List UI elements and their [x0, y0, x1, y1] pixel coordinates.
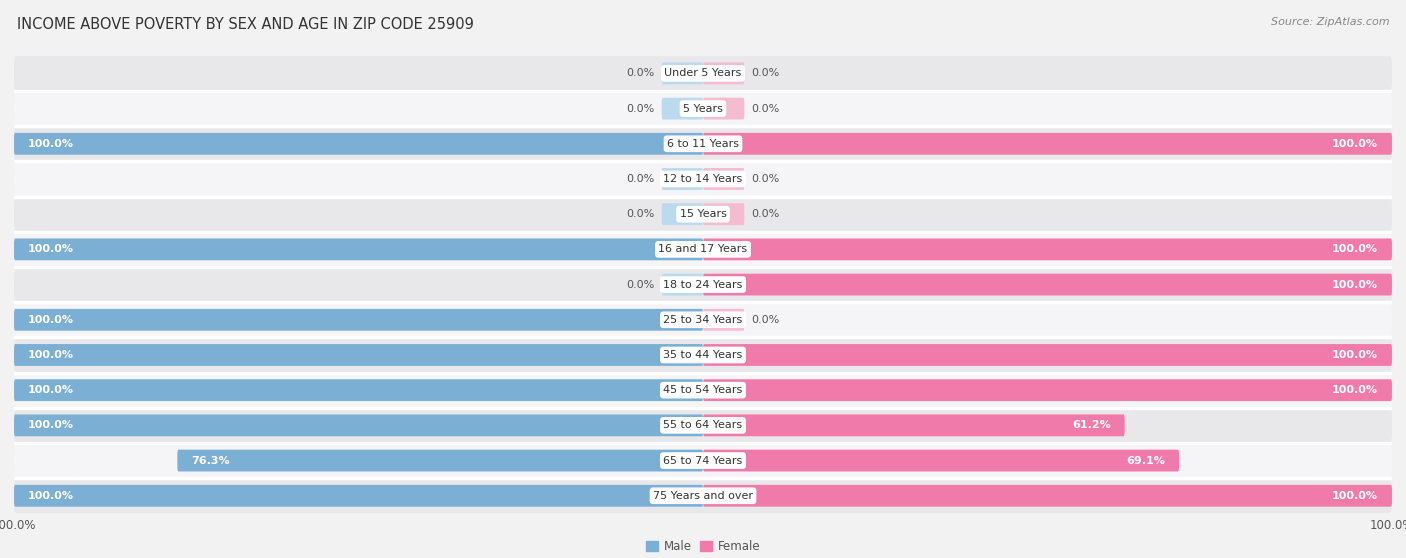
Text: 100.0%: 100.0%	[1331, 385, 1378, 395]
Text: 100.0%: 100.0%	[1331, 244, 1378, 254]
Text: 100.0%: 100.0%	[28, 139, 75, 149]
FancyBboxPatch shape	[662, 203, 703, 225]
FancyBboxPatch shape	[14, 373, 1392, 407]
Text: 6 to 11 Years: 6 to 11 Years	[666, 139, 740, 149]
Text: 0.0%: 0.0%	[751, 315, 779, 325]
Text: 100.0%: 100.0%	[1331, 139, 1378, 149]
FancyBboxPatch shape	[662, 168, 703, 190]
Text: 100.0%: 100.0%	[1331, 350, 1378, 360]
Text: 100.0%: 100.0%	[28, 350, 75, 360]
Text: Under 5 Years: Under 5 Years	[665, 69, 741, 78]
Text: 100.0%: 100.0%	[28, 385, 75, 395]
FancyBboxPatch shape	[14, 408, 1392, 442]
Text: 100.0%: 100.0%	[28, 491, 75, 501]
Text: 65 to 74 Years: 65 to 74 Years	[664, 455, 742, 465]
FancyBboxPatch shape	[703, 273, 1392, 296]
Text: 16 and 17 Years: 16 and 17 Years	[658, 244, 748, 254]
FancyBboxPatch shape	[14, 56, 1392, 90]
FancyBboxPatch shape	[14, 127, 1392, 161]
Text: 12 to 14 Years: 12 to 14 Years	[664, 174, 742, 184]
FancyBboxPatch shape	[14, 379, 703, 401]
Text: 0.0%: 0.0%	[751, 209, 779, 219]
FancyBboxPatch shape	[703, 415, 1125, 436]
FancyBboxPatch shape	[14, 197, 1392, 232]
Text: 75 Years and over: 75 Years and over	[652, 491, 754, 501]
FancyBboxPatch shape	[14, 133, 703, 155]
FancyBboxPatch shape	[177, 450, 703, 472]
Text: 0.0%: 0.0%	[627, 280, 655, 290]
Text: 55 to 64 Years: 55 to 64 Years	[664, 420, 742, 430]
Text: 0.0%: 0.0%	[751, 104, 779, 114]
Text: 100.0%: 100.0%	[28, 420, 75, 430]
Text: 0.0%: 0.0%	[627, 209, 655, 219]
FancyBboxPatch shape	[703, 238, 1392, 260]
Text: 100.0%: 100.0%	[1331, 280, 1378, 290]
Text: 0.0%: 0.0%	[751, 174, 779, 184]
FancyBboxPatch shape	[703, 379, 1392, 401]
Text: 100.0%: 100.0%	[28, 244, 75, 254]
FancyBboxPatch shape	[14, 267, 1392, 302]
Text: 0.0%: 0.0%	[627, 174, 655, 184]
Text: 100.0%: 100.0%	[1331, 491, 1378, 501]
Text: 25 to 34 Years: 25 to 34 Years	[664, 315, 742, 325]
Text: 0.0%: 0.0%	[627, 69, 655, 78]
FancyBboxPatch shape	[703, 344, 1392, 366]
FancyBboxPatch shape	[703, 450, 1180, 472]
FancyBboxPatch shape	[14, 309, 703, 331]
FancyBboxPatch shape	[662, 62, 703, 84]
Legend: Male, Female: Male, Female	[641, 535, 765, 558]
Text: 5 Years: 5 Years	[683, 104, 723, 114]
FancyBboxPatch shape	[703, 485, 1392, 507]
FancyBboxPatch shape	[14, 479, 1392, 513]
FancyBboxPatch shape	[14, 344, 703, 366]
Text: Source: ZipAtlas.com: Source: ZipAtlas.com	[1271, 17, 1389, 27]
FancyBboxPatch shape	[14, 443, 1392, 478]
FancyBboxPatch shape	[14, 302, 1392, 337]
FancyBboxPatch shape	[14, 485, 703, 507]
FancyBboxPatch shape	[703, 309, 744, 331]
FancyBboxPatch shape	[14, 92, 1392, 126]
Text: 61.2%: 61.2%	[1073, 420, 1111, 430]
FancyBboxPatch shape	[703, 62, 744, 84]
FancyBboxPatch shape	[14, 415, 703, 436]
FancyBboxPatch shape	[703, 133, 1392, 155]
FancyBboxPatch shape	[703, 203, 744, 225]
Text: 18 to 24 Years: 18 to 24 Years	[664, 280, 742, 290]
FancyBboxPatch shape	[14, 162, 1392, 196]
FancyBboxPatch shape	[703, 98, 744, 119]
Text: 69.1%: 69.1%	[1126, 455, 1166, 465]
FancyBboxPatch shape	[662, 98, 703, 119]
FancyBboxPatch shape	[662, 273, 703, 296]
FancyBboxPatch shape	[14, 338, 1392, 372]
Text: 35 to 44 Years: 35 to 44 Years	[664, 350, 742, 360]
Text: 76.3%: 76.3%	[191, 455, 229, 465]
Text: 0.0%: 0.0%	[627, 104, 655, 114]
Text: 100.0%: 100.0%	[28, 315, 75, 325]
Text: 45 to 54 Years: 45 to 54 Years	[664, 385, 742, 395]
FancyBboxPatch shape	[703, 168, 744, 190]
FancyBboxPatch shape	[14, 232, 1392, 267]
Text: INCOME ABOVE POVERTY BY SEX AND AGE IN ZIP CODE 25909: INCOME ABOVE POVERTY BY SEX AND AGE IN Z…	[17, 17, 474, 32]
Text: 0.0%: 0.0%	[751, 69, 779, 78]
Text: 15 Years: 15 Years	[679, 209, 727, 219]
FancyBboxPatch shape	[14, 238, 703, 260]
